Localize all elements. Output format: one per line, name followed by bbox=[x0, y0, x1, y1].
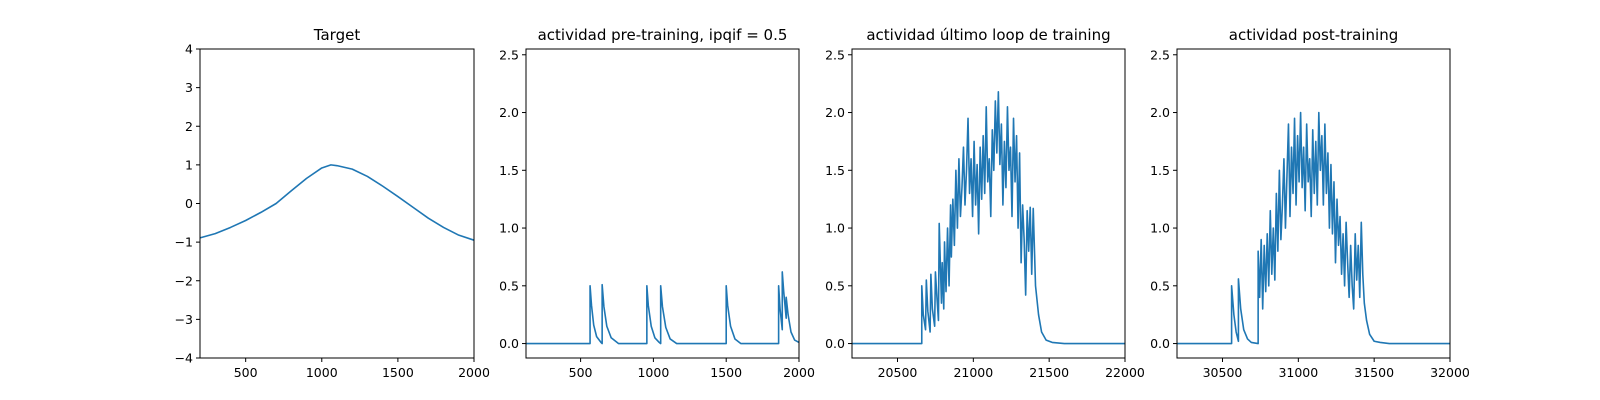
panel-4-y-tick-label: 0.0 bbox=[1150, 336, 1170, 351]
panel-3-y-tick-label: 0.0 bbox=[825, 336, 845, 351]
panel-1-series-line-1 bbox=[199, 164, 475, 241]
panel-2-title: actividad pre-training, ipqif = 0.5 bbox=[538, 26, 788, 44]
panel-4-title: actividad post-training bbox=[1229, 26, 1398, 44]
panel-3-series-line-1 bbox=[852, 90, 1125, 345]
panel-3-axes-frame bbox=[851, 48, 1126, 359]
panel-1-x-tick-label: 1500 bbox=[382, 365, 414, 380]
panel-4-y-tick-label: 2.5 bbox=[1150, 47, 1170, 62]
panel-1-y-tick-label: 4 bbox=[185, 42, 193, 57]
panel-1-y-tick-label: 2 bbox=[185, 119, 193, 134]
panel-1-y-tick-label: −2 bbox=[175, 273, 193, 288]
panel-1-title: Target bbox=[313, 26, 361, 44]
panel-3-x-tick-label: 22000 bbox=[1105, 365, 1145, 380]
panel-4-y-tick-label: 1.5 bbox=[1150, 163, 1170, 178]
panel-3-y-tick-label: 0.5 bbox=[825, 278, 845, 293]
panel-4-y-tick-label: 1.0 bbox=[1150, 221, 1170, 236]
panel-2-x-tick-label: 1000 bbox=[637, 365, 669, 380]
panel-2-axes-frame bbox=[525, 48, 800, 359]
panel-2-y-tick-label: 0.0 bbox=[499, 336, 519, 351]
panel-2-y-tick-label: 1.0 bbox=[499, 221, 519, 236]
panel-1-y-tick-label: −1 bbox=[175, 235, 193, 250]
panel-2-x-tick-label: 500 bbox=[569, 365, 593, 380]
panel-2-x-tick-label: 1500 bbox=[710, 365, 742, 380]
panel-3-title: actividad último loop de training bbox=[866, 26, 1110, 44]
panel-2-y-tick-label: 1.5 bbox=[499, 163, 519, 178]
panel-3-x-tick-label: 21500 bbox=[1029, 365, 1069, 380]
panel-4-x-tick-label: 31500 bbox=[1354, 365, 1394, 380]
panel-4-x-tick-label: 31000 bbox=[1278, 365, 1318, 380]
panel-4-axes-frame bbox=[1176, 48, 1451, 359]
panel-2-x-tick-label: 2000 bbox=[783, 365, 815, 380]
panel-3-y-tick-label: 2.0 bbox=[825, 105, 845, 120]
panel-2-y-tick-label: 2.0 bbox=[499, 105, 519, 120]
panel-2-y-tick-label: 2.5 bbox=[499, 47, 519, 62]
panel-3-x-tick-label: 20500 bbox=[878, 365, 918, 380]
panel-4-y-tick-label: 2.0 bbox=[1150, 105, 1170, 120]
panel-2-series-line-1 bbox=[526, 271, 800, 345]
panel-1-x-tick-label: 2000 bbox=[458, 365, 490, 380]
panel-4-x-tick-label: 32000 bbox=[1430, 365, 1470, 380]
panel-1-y-tick-label: 3 bbox=[185, 80, 193, 95]
panel-4-series-line-1 bbox=[1177, 111, 1450, 345]
panel-2-y-tick-label: 0.5 bbox=[499, 278, 519, 293]
panel-1-x-tick-label: 500 bbox=[234, 365, 258, 380]
panel-3-y-tick-label: 1.5 bbox=[825, 163, 845, 178]
panel-1-axes-frame bbox=[199, 48, 475, 359]
panel-3-y-tick-label: 1.0 bbox=[825, 221, 845, 236]
panel-1-y-tick-label: −4 bbox=[175, 351, 193, 366]
panel-3-y-tick-label: 2.5 bbox=[825, 47, 845, 62]
panel-1-y-tick-label: −3 bbox=[175, 312, 193, 327]
panel-3-x-tick-label: 21000 bbox=[953, 365, 993, 380]
panel-1-y-tick-label: 0 bbox=[185, 196, 193, 211]
panel-4-y-tick-label: 0.5 bbox=[1150, 278, 1170, 293]
panel-1-x-tick-label: 1000 bbox=[306, 365, 338, 380]
panel-1-y-tick-label: 1 bbox=[185, 157, 193, 172]
panel-4-x-tick-label: 30500 bbox=[1203, 365, 1243, 380]
